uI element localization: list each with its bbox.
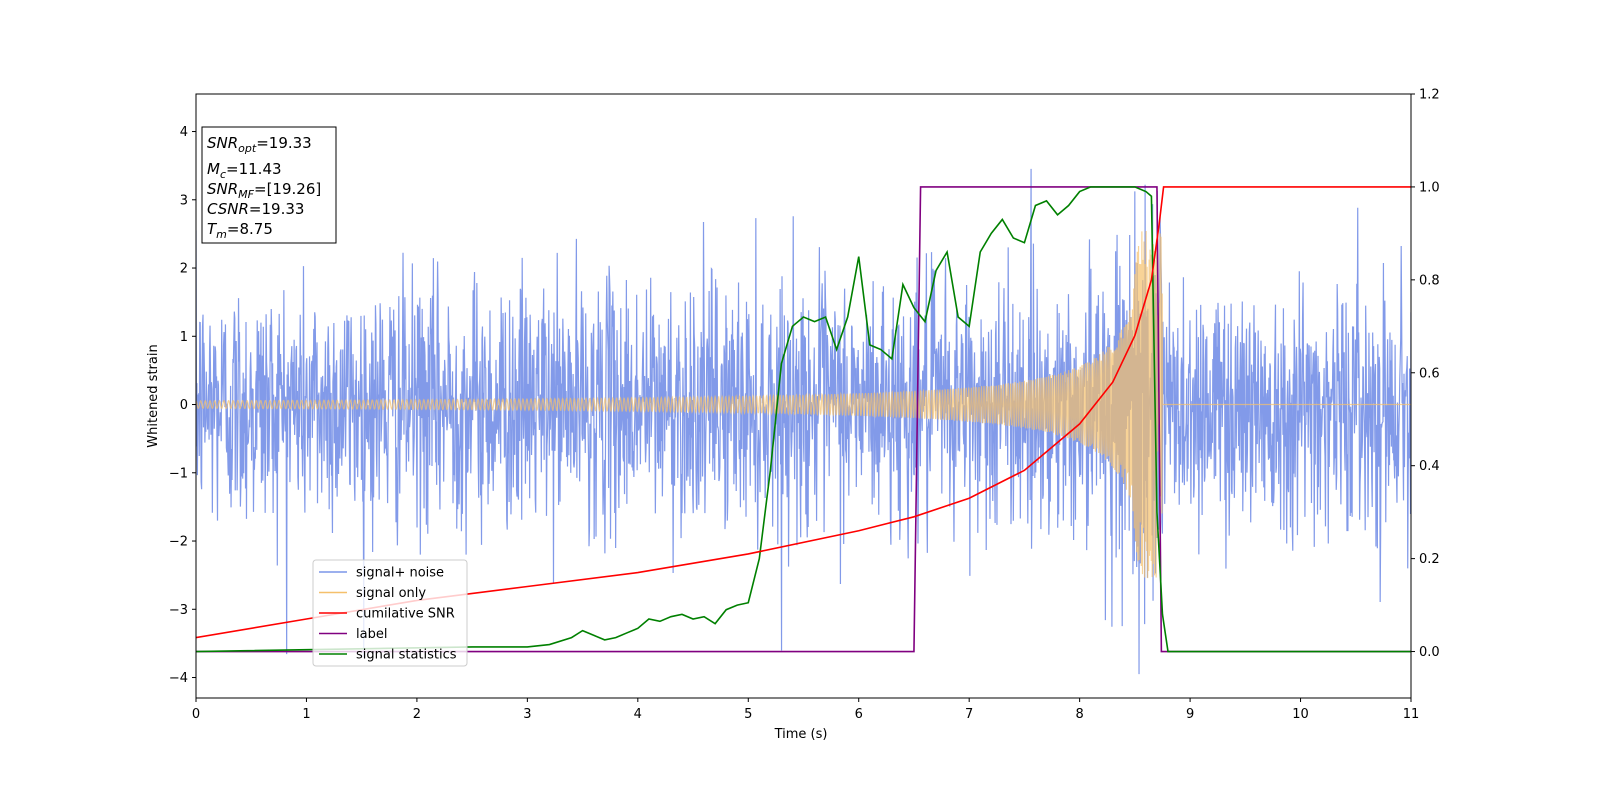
series-signal-statistics: [196, 186, 1411, 653]
legend-frame: [312, 559, 468, 667]
plot-frame: [195, 93, 1412, 699]
info-snr-mf: SNRMF=[19.26]: [207, 180, 321, 201]
legend-label: signal statistics: [356, 648, 457, 663]
info-snr-opt: SNRopt=19.33: [207, 134, 312, 155]
y-tick-label: −3: [169, 603, 188, 618]
y2-tick-label: 0.4: [1419, 459, 1440, 474]
y-tick-label: 0: [180, 398, 188, 413]
x-axis: 0 1 2 3 4 5 6 7 8 9 10 11: [192, 698, 1419, 722]
series-signal-noise: [196, 168, 1411, 675]
y-tick-label: 2: [180, 262, 188, 277]
legend-label: cumilative SNR: [356, 607, 455, 622]
x-tick-label: 5: [744, 707, 752, 722]
y2-tick-label: 0.2: [1419, 552, 1440, 567]
x-tick-label: 11: [1403, 707, 1420, 722]
y-tick-label: −4: [169, 671, 188, 686]
y2-tick-label: 0.8: [1419, 273, 1440, 288]
y-tick-label: −1: [169, 466, 188, 481]
x-tick-label: 10: [1292, 707, 1309, 722]
x-tick-label: 0: [192, 707, 200, 722]
y-tick-label: 1: [180, 330, 188, 345]
info-csnr: CSNR=19.33: [207, 200, 304, 218]
x-tick-label: 1: [302, 707, 310, 722]
x-tick-label: 6: [855, 707, 863, 722]
info-box-frame: [201, 126, 337, 244]
y-tick-label: 4: [180, 125, 188, 140]
x-tick-label: 7: [965, 707, 973, 722]
y-tick-label: 3: [180, 193, 188, 208]
legend-label: signal+ noise: [356, 566, 444, 581]
x-tick-label: 9: [1186, 707, 1194, 722]
x-tick-label: 2: [413, 707, 421, 722]
legend-label: label: [356, 627, 387, 642]
y-axis-label: Whitened strain: [146, 344, 161, 447]
y2-tick-label: 1.2: [1419, 88, 1440, 103]
info-tm: Tm=8.75: [207, 220, 273, 241]
legend-label: signal only: [356, 586, 426, 601]
x-axis-label: Time (s): [774, 727, 828, 742]
x-tick-label: 4: [634, 707, 642, 722]
y-axis-right: 0.0 0.2 0.4 0.6 0.8 1.0 1.2: [1411, 88, 1440, 660]
info-box: SNRopt=19.33 Mc=11.43 SNRMF=[19.26] CSNR…: [201, 126, 337, 244]
y2-tick-label: 0.0: [1419, 645, 1440, 660]
x-tick-label: 8: [1075, 707, 1083, 722]
y2-tick-label: 1.0: [1419, 180, 1440, 195]
series-signal-only: [196, 230, 1411, 579]
y2-tick-label: 0.6: [1419, 366, 1440, 381]
y-axis-left: −4 −3 −2 −1 0 1 2 3 4: [169, 125, 196, 686]
legend: signal+ noise signal only cumilative SNR la…: [312, 559, 468, 667]
info-mc: Mc=11.43: [207, 160, 282, 181]
y-tick-label: −2: [169, 535, 188, 550]
x-tick-label: 3: [523, 707, 531, 722]
series-cumulative-snr: [196, 186, 1411, 639]
series-layer: [196, 168, 1411, 675]
